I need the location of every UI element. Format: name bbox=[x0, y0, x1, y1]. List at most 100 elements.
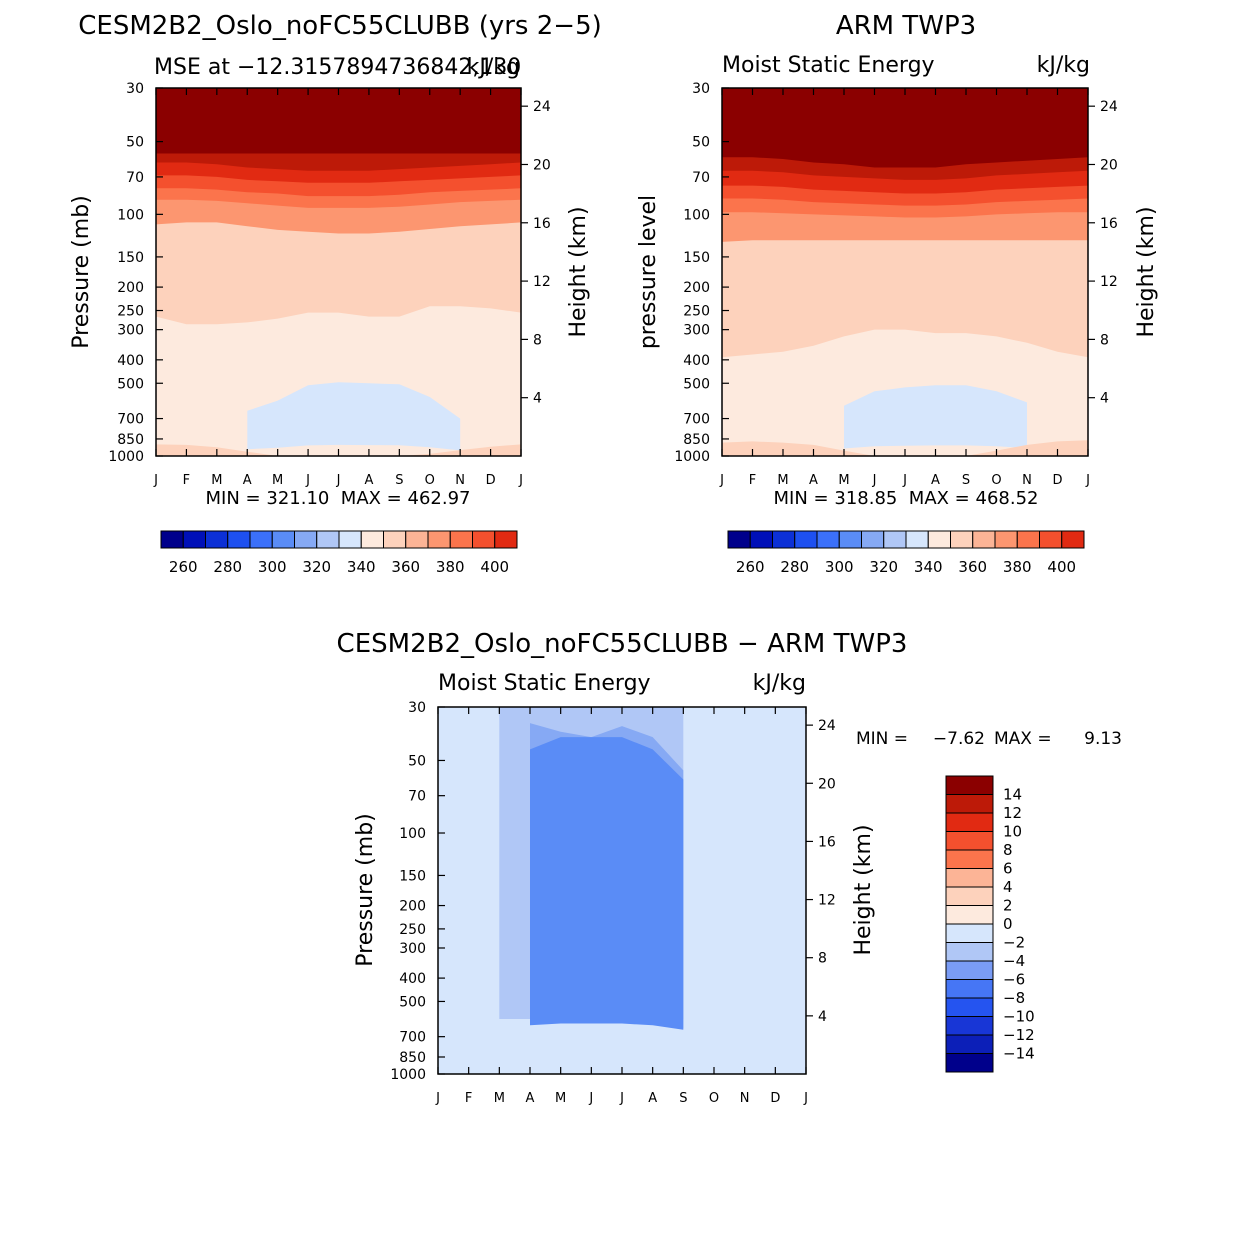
x-tick-label: M bbox=[555, 1091, 566, 1106]
y-right-tick-label: 12 bbox=[818, 893, 836, 909]
x-tick-label: A bbox=[648, 1091, 657, 1106]
y-right-tick-label: 16 bbox=[1100, 216, 1118, 232]
colorbar-box bbox=[945, 1016, 994, 1036]
y-tick-label: 200 bbox=[683, 280, 710, 296]
y-right-tick-label: 8 bbox=[1100, 332, 1109, 348]
x-tick-label: N bbox=[455, 473, 465, 488]
y-right-tick-label: 8 bbox=[533, 332, 542, 348]
y-axis-right-label: Height (km) bbox=[1134, 206, 1159, 337]
x-tick-label: S bbox=[679, 1091, 687, 1106]
colorbar-label: −8 bbox=[1003, 989, 1025, 1007]
y-right-tick-label: 20 bbox=[533, 157, 551, 173]
x-tick-label: O bbox=[709, 1091, 719, 1106]
colorbar-box bbox=[945, 886, 994, 906]
y-tick-label: 400 bbox=[117, 353, 144, 369]
y-right-tick-label: 4 bbox=[1100, 391, 1109, 407]
colorbar-label: 2 bbox=[1003, 897, 1013, 915]
y-tick-label: 300 bbox=[683, 323, 710, 339]
colorbar-box bbox=[1016, 530, 1040, 549]
contour-band bbox=[844, 385, 1027, 449]
x-tick-label: J bbox=[803, 1091, 808, 1106]
colorbar-box bbox=[494, 530, 518, 549]
colorbar-box bbox=[905, 530, 929, 549]
colorbar-box bbox=[945, 1034, 994, 1054]
y-tick-label: 150 bbox=[683, 250, 710, 266]
y-tick-label: 250 bbox=[399, 922, 426, 938]
colorbar-label: 340 bbox=[914, 558, 943, 576]
colorbar-label: −2 bbox=[1003, 934, 1025, 952]
x-tick-label: O bbox=[425, 473, 435, 488]
colorbar-label: 360 bbox=[391, 558, 420, 576]
x-tick-label: N bbox=[740, 1091, 750, 1106]
y-axis-label: pressure level bbox=[636, 195, 661, 349]
y-right-tick-label: 16 bbox=[818, 834, 836, 850]
y-tick-label: 30 bbox=[126, 81, 144, 97]
x-tick-label: N bbox=[1022, 473, 1032, 488]
colorbar-label: 300 bbox=[258, 558, 287, 576]
panel-subtitle-left: Moist Static Energy bbox=[438, 671, 651, 696]
colorbar-box bbox=[316, 530, 340, 549]
y-tick-label: 70 bbox=[692, 170, 710, 186]
stats-min-value: −7.62 bbox=[933, 729, 985, 749]
colorbar-label: 8 bbox=[1003, 841, 1013, 859]
colorbar-box bbox=[772, 530, 796, 549]
x-tick-label: S bbox=[395, 473, 403, 488]
colorbar-box bbox=[927, 530, 951, 549]
colorbar-box bbox=[1061, 530, 1085, 549]
x-tick-label: M bbox=[838, 473, 849, 488]
y-tick-label: 850 bbox=[117, 432, 144, 448]
colorbar-box bbox=[249, 530, 273, 549]
panel-subtitle-left: MSE at −12.3157894736842,130 bbox=[154, 55, 521, 80]
y-tick-label: 50 bbox=[126, 135, 144, 151]
stats-min-label: MIN = bbox=[856, 729, 908, 749]
colorbar-box bbox=[950, 530, 974, 549]
stats-text: MIN = 321.10 MAX = 462.97 bbox=[206, 488, 471, 509]
y-tick-label: 400 bbox=[399, 971, 426, 987]
colorbar-label: 10 bbox=[1003, 823, 1022, 841]
x-tick-label: S bbox=[962, 473, 970, 488]
y-axis-right-label: Height (km) bbox=[851, 824, 876, 955]
colorbar-box bbox=[945, 775, 994, 795]
y-tick-label: 1000 bbox=[390, 1067, 426, 1083]
y-tick-label: 50 bbox=[408, 753, 426, 769]
x-tick-label: M bbox=[211, 473, 222, 488]
y-right-tick-label: 24 bbox=[1100, 99, 1118, 115]
y-tick-label: 300 bbox=[117, 323, 144, 339]
colorbar-box bbox=[945, 942, 994, 962]
y-tick-label: 250 bbox=[117, 304, 144, 320]
colorbar-label: 320 bbox=[302, 558, 331, 576]
y-tick-label: 850 bbox=[683, 432, 710, 448]
x-tick-label: J bbox=[153, 473, 158, 488]
colorbar-box bbox=[449, 530, 473, 549]
colorbar-label: 280 bbox=[213, 558, 242, 576]
colorbar-box bbox=[727, 530, 751, 549]
colorbar-box bbox=[945, 997, 994, 1017]
x-tick-label: D bbox=[486, 473, 496, 488]
panel-model: CESM2B2_Oslo_noFC55CLUBB (yrs 2−5) MSE a… bbox=[69, 11, 602, 576]
x-tick-label: J bbox=[518, 473, 523, 488]
y-tick-label: 200 bbox=[399, 899, 426, 915]
contour-band bbox=[247, 382, 461, 451]
x-tick-label: A bbox=[364, 473, 373, 488]
x-tick-label: J bbox=[719, 473, 724, 488]
x-tick-label: A bbox=[243, 473, 252, 488]
y-right-tick-label: 20 bbox=[818, 776, 836, 792]
y-tick-label: 70 bbox=[126, 170, 144, 186]
colorbar-label: −14 bbox=[1003, 1045, 1035, 1063]
contour-band bbox=[530, 737, 684, 1030]
colorbar-box bbox=[945, 905, 994, 925]
colorbar-label: 280 bbox=[780, 558, 809, 576]
colorbar: 260 280 300 320 340 360 380 400 bbox=[160, 530, 518, 576]
x-tick-label: J bbox=[619, 1091, 624, 1106]
y-tick-label: 500 bbox=[683, 376, 710, 392]
colorbar-box bbox=[749, 530, 773, 549]
colorbar-label: 6 bbox=[1003, 860, 1013, 878]
y-tick-label: 30 bbox=[408, 700, 426, 716]
colorbar-box bbox=[472, 530, 496, 549]
x-tick-label: F bbox=[183, 473, 190, 488]
colorbar-label: 400 bbox=[480, 558, 509, 576]
colorbar-box bbox=[160, 530, 184, 549]
colorbar-label: 260 bbox=[169, 558, 198, 576]
colorbar-box bbox=[945, 831, 994, 851]
